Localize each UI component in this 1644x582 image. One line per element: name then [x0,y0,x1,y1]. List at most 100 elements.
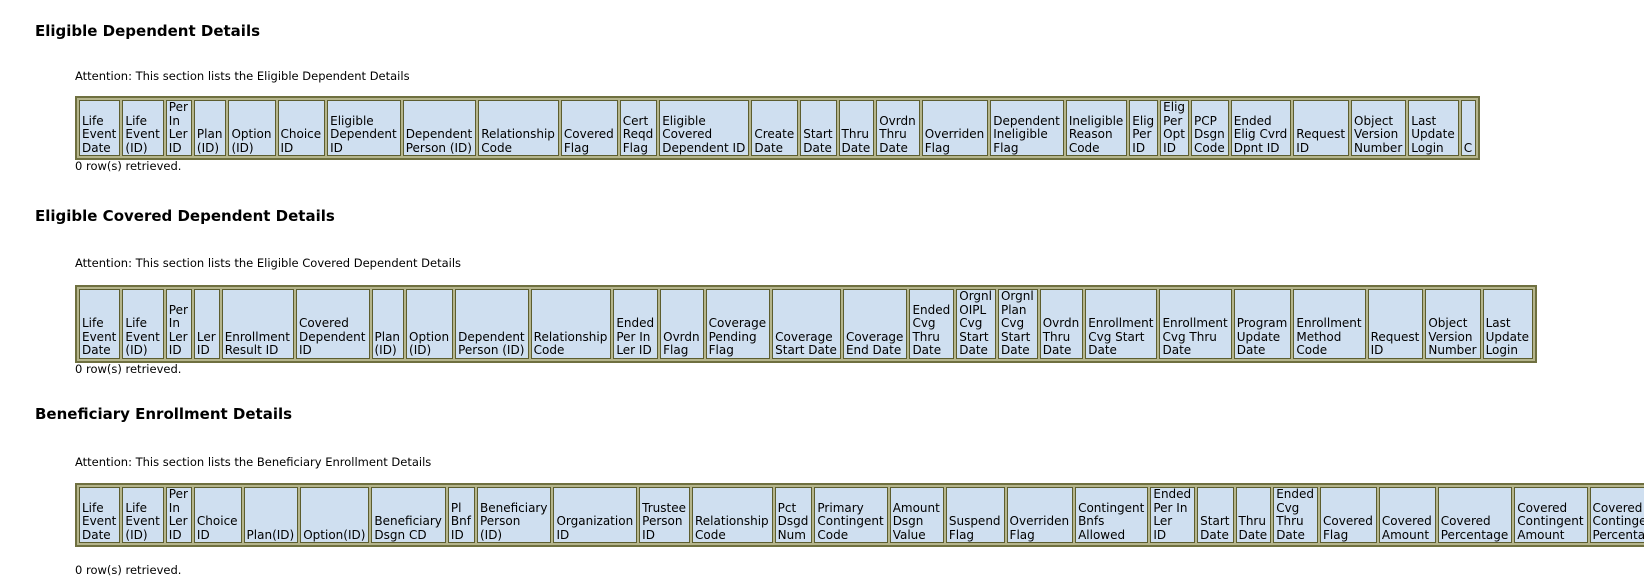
column-header-line: Cert [622,113,649,128]
column-header-line: Cvg Thru [1162,329,1217,344]
column-header-line: Request [1370,329,1420,344]
column-header-line: Thru [1042,329,1071,344]
column-header-line: Allowed [1078,527,1126,542]
column-header: Eligible Covered Dependent ID [659,100,750,156]
column-header-line: Covered [1381,514,1432,528]
column-header-line: Date [82,140,111,155]
column-header-line: Ineligible [1068,113,1124,128]
column-header-line: Person (ID) [405,140,472,155]
column-header: Dependent Person (ID) [455,289,529,359]
column-header-line: Elig Cvrd [1233,127,1288,141]
data-table: Life Event Date Life Event (ID) Per In Ler ID Ler I… [75,285,1538,363]
column-header-line: Ler ID [616,343,652,357]
column-header: Per In Ler ID [165,100,192,156]
column-header-line: Relationship [533,329,608,344]
column-header-line: Date [959,343,988,357]
column-header-line: (ID) [125,343,148,357]
column-header-line: Ended [912,302,951,317]
column-header-line: ID [298,343,312,357]
column-header-line: Value [892,527,926,542]
column-header-line: ID [168,343,182,357]
column-header-line: Start [959,329,989,344]
column-header-line: Dependent [458,329,525,344]
column-header-line: Covered [1440,514,1491,528]
column-header: Ended Per In Ler ID [1150,487,1196,543]
column-header: Pl Bnf ID [447,487,475,543]
column-header-line: Per [168,100,188,114]
column-header-line: Dependent [405,127,473,141]
column-header: Life Event (ID) [122,289,164,359]
column-header: Dependent Person (ID) [402,100,477,156]
column-header-line: Pct [777,500,797,515]
column-header-line: Ovrdn [1042,316,1080,330]
column-header-line: Overriden [924,127,985,141]
column-header-line: Object [1354,113,1394,128]
column-header-line: PCP [1194,113,1217,128]
column-header-line: Login [1485,343,1518,357]
column-header-line: Ineligible [993,127,1048,141]
column-header: Overriden Flag [921,100,989,156]
column-header-line: Thru [879,127,907,141]
column-header-line: ID [642,527,655,542]
column-header-line: Bnfs [1078,514,1105,528]
column-header-line: Flag [1009,527,1035,542]
column-header-line: Ler [196,329,216,344]
column-header-line: Update [1411,127,1455,141]
column-header: Beneficiary Person (ID) [476,487,552,543]
column-header-line: Pl [450,500,462,515]
column-header: Enrollment Method Code [1293,289,1366,359]
column-header-line: Program [1236,316,1288,330]
column-header-line: Suspend [948,514,1001,528]
column-header-line: (ID) [231,140,254,155]
rows-retrieved-status: 0 row(s) retrieved. [75,362,182,376]
column-header: Ended Per In Ler ID [613,289,659,359]
column-header: Ineligible Reason Code [1065,100,1128,156]
column-header: Coverage Pending Flag [705,289,771,359]
column-header-line: Covered [298,316,349,330]
column-header-line: ID [280,140,294,155]
column-header: Life Event (ID) [122,487,164,543]
column-header-line: Ended [1153,487,1192,501]
column-header-line: Code [1068,140,1100,155]
column-header-line: Method [1296,329,1342,344]
column-header-line: Flag [1323,527,1349,542]
column-header-line: ID [1163,140,1176,155]
column-header-line: Number [1428,343,1477,357]
column-header-line: Plan(ID) [246,527,295,542]
column-header-line: Contingent [1078,500,1145,515]
column-header: Per In Ler ID [165,289,192,359]
column-header-line: Person [642,514,683,528]
column-header-line: Event [82,514,117,528]
column-header-line: Code [1296,343,1328,357]
column-header-line: Thru [841,127,870,141]
column-header-line: Covered [563,127,614,141]
column-header-line: Plan [1000,302,1027,317]
column-header-line: Update [1485,329,1530,344]
column-header-line: Orgnl [1000,289,1034,303]
column-header: Elig Per ID [1129,100,1159,156]
column-header-line: Choice [196,514,238,528]
column-header-line: Login [1411,140,1444,155]
column-header: Start Date [1197,487,1234,543]
column-header: Orgnl OIPL Cvg Start Date [956,289,996,359]
column-header-line: Date [1200,527,1229,542]
column-header-line: Date [879,140,908,155]
column-header-line: Dsgn [1194,127,1225,141]
column-header: Beneficiary Dsgn CD [371,487,446,543]
column-header: Thru Date [1235,487,1272,543]
header-row: Life Event Date Life Event (ID) Per In Ler ID Ler I… [79,289,1534,359]
column-header-line: ID [196,343,210,357]
column-header: Organization ID [553,487,638,543]
column-header-line: Object [1428,316,1468,330]
column-header-line: Covered [1592,500,1643,515]
column-header: Suspend Flag [945,487,1005,543]
section-title: Beneficiary Enrollment Details [35,405,293,423]
column-header-line: (ID) [409,343,432,357]
column-header-line: Num [777,527,806,542]
column-header-line: Date [82,343,111,357]
column-header-line: Code [533,343,565,357]
column-header: Last Update Login [1482,289,1534,359]
column-header-line: Event [82,329,117,344]
column-header-line: Plan [196,127,223,141]
column-header-line: Amount [892,500,940,515]
